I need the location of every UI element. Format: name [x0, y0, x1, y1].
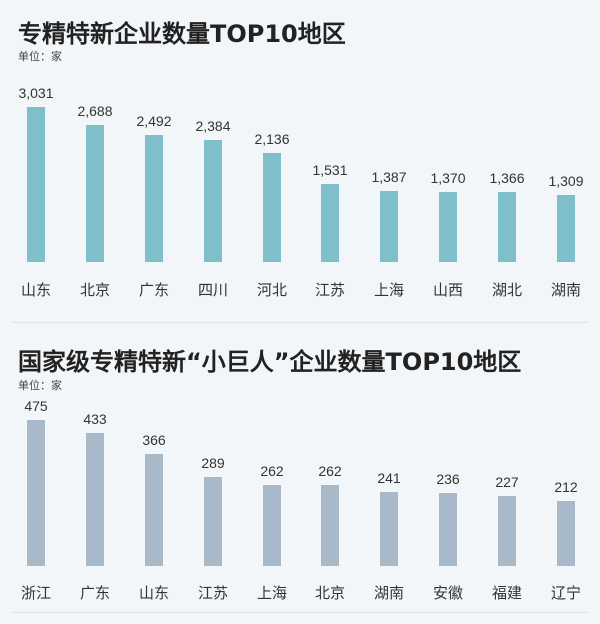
bar — [380, 191, 398, 262]
category-label: 辽宁 — [550, 584, 581, 602]
bar — [204, 140, 222, 262]
bar-value-label: 1,370 — [430, 170, 466, 186]
bar — [86, 433, 104, 566]
bar-value-label: 1,366 — [489, 170, 525, 186]
bar-value-label: 241 — [377, 470, 401, 486]
category-label: 广东 — [79, 584, 110, 602]
category-label: 湖南 — [373, 584, 404, 602]
category-label: 安徽 — [432, 584, 463, 602]
bar — [321, 485, 339, 566]
bar-value-label: 289 — [201, 455, 225, 471]
bar-value-label: 2,136 — [254, 131, 290, 147]
bar-value-label: 212 — [554, 479, 578, 495]
category-label: 江苏 — [197, 584, 228, 602]
chart2-title: 国家级专精特新“小巨人”企业数量TOP10地区 — [18, 348, 522, 376]
bar — [263, 485, 281, 566]
bar-value-label: 227 — [495, 474, 519, 490]
bar-value-label: 3,031 — [18, 85, 54, 101]
bottom-divider — [12, 612, 588, 613]
category-label: 河北 — [256, 281, 287, 299]
chart2-unit: 单位：家 — [18, 379, 62, 392]
category-label: 上海 — [256, 584, 287, 602]
bar-value-label: 236 — [436, 471, 460, 487]
chart1: 3,031 山东 2,688 北京 2,492 广东 2,384 四川 2,136 河北 1,531… — [0, 0, 600, 300]
bar — [263, 153, 281, 262]
bar-value-label: 2,384 — [195, 118, 231, 134]
bar — [204, 477, 222, 566]
category-label: 北京 — [314, 584, 345, 602]
bar — [439, 192, 457, 262]
category-label: 上海 — [373, 281, 404, 299]
bar-value-label: 262 — [318, 463, 342, 479]
bar — [439, 493, 457, 566]
bar — [321, 184, 339, 262]
bar-value-label: 475 — [24, 398, 48, 414]
category-label: 福建 — [491, 584, 522, 602]
bar — [27, 107, 45, 262]
bar-value-label: 2,688 — [77, 103, 113, 119]
category-label: 北京 — [79, 281, 110, 299]
bar-value-label: 1,531 — [312, 162, 348, 178]
bar — [145, 454, 163, 566]
category-label: 广东 — [138, 281, 169, 299]
category-label: 山东 — [20, 281, 51, 299]
category-label: 湖北 — [491, 281, 522, 299]
chart1-title: 专精特新企业数量TOP10地区 — [18, 20, 346, 48]
bar — [86, 125, 104, 262]
bar — [145, 135, 163, 262]
bar — [557, 195, 575, 262]
category-label: 浙江 — [20, 584, 51, 602]
bar-value-label: 1,309 — [548, 173, 584, 189]
section-divider — [12, 322, 588, 323]
category-label: 江苏 — [314, 281, 345, 299]
bar — [27, 420, 45, 566]
bar — [380, 492, 398, 566]
chart1-unit: 单位：家 — [18, 50, 62, 63]
bar-value-label: 2,492 — [136, 113, 172, 129]
bar — [498, 192, 516, 262]
category-label: 山东 — [138, 584, 169, 602]
category-label: 山西 — [432, 281, 463, 299]
bar-value-label: 1,387 — [371, 169, 407, 185]
bar-value-label: 262 — [260, 463, 284, 479]
category-label: 四川 — [197, 281, 228, 299]
bar-value-label: 433 — [83, 411, 107, 427]
bar — [498, 496, 516, 566]
category-label: 湖南 — [550, 281, 581, 299]
bar — [557, 501, 575, 566]
bar-value-label: 366 — [142, 432, 166, 448]
